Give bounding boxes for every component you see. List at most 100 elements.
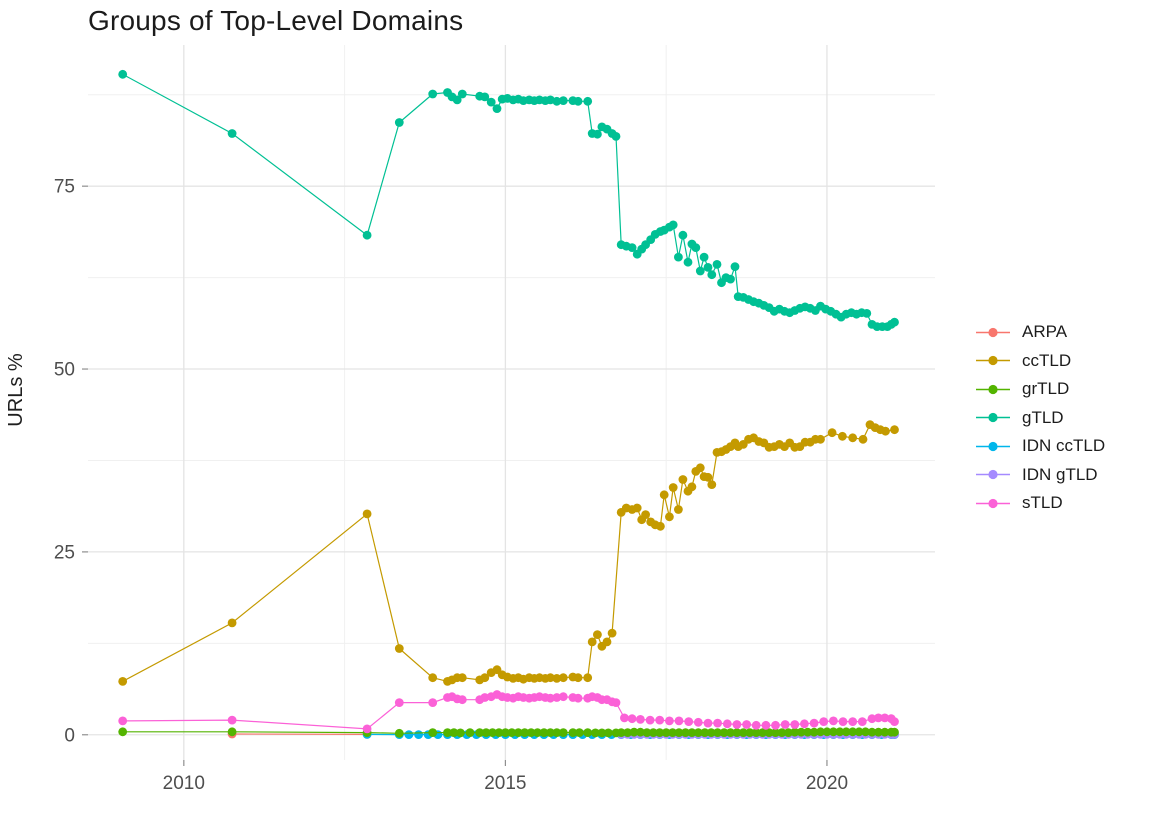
data-point-sTLD bbox=[684, 717, 694, 726]
data-point-sTLD bbox=[703, 718, 713, 728]
data-point-gTLD bbox=[674, 252, 683, 262]
x-tick-label: 2015 bbox=[484, 773, 526, 794]
legend-label: ccTLD bbox=[1022, 350, 1072, 370]
legend-label: gTLD bbox=[1022, 407, 1064, 427]
data-point-gTLD bbox=[452, 95, 462, 105]
y-tick-label: 50 bbox=[54, 360, 75, 381]
data-point-ccTLD bbox=[428, 673, 438, 683]
data-point-ccTLD bbox=[607, 628, 617, 638]
data-point-sTLD bbox=[751, 720, 761, 730]
data-point-grTLD bbox=[854, 727, 864, 737]
data-point-gTLD bbox=[712, 260, 722, 269]
data-point-grTLD bbox=[861, 727, 870, 737]
data-point-grTLD bbox=[880, 727, 890, 737]
legend-key-icon bbox=[976, 356, 1010, 366]
data-point-grTLD bbox=[687, 728, 697, 737]
legend-key-icon bbox=[976, 384, 1010, 394]
legend-key-icon bbox=[976, 441, 1010, 451]
data-point-grTLD bbox=[700, 728, 710, 737]
data-point-grTLD bbox=[488, 728, 497, 737]
data-point-gTLD bbox=[862, 309, 872, 318]
data-point-ccTLD bbox=[656, 521, 665, 531]
data-point-grTLD bbox=[681, 728, 690, 737]
data-point-IDN-ccTLD bbox=[404, 730, 414, 739]
series-line-gTLD bbox=[122, 73, 895, 328]
data-point-sTLD bbox=[573, 693, 583, 703]
data-point-gTLD bbox=[573, 96, 583, 106]
data-point-sTLD bbox=[829, 716, 838, 726]
data-point-sTLD bbox=[848, 717, 858, 726]
data-point-sTLD bbox=[394, 698, 404, 707]
legend-item-IDN-ccTLD: IDN ccTLD bbox=[976, 432, 1105, 461]
data-point-ccTLD bbox=[546, 673, 555, 683]
data-point-grTLD bbox=[475, 728, 485, 737]
data-point-sTLD bbox=[362, 724, 372, 734]
data-point-grTLD bbox=[597, 728, 607, 738]
legend-label: sTLD bbox=[1022, 493, 1063, 513]
data-point-grTLD bbox=[829, 727, 838, 737]
data-point-sTLD bbox=[809, 718, 819, 728]
data-point-ccTLD bbox=[816, 434, 825, 444]
data-point-sTLD bbox=[857, 717, 867, 726]
legend-key-icon bbox=[976, 327, 1010, 337]
data-point-IDN-ccTLD bbox=[414, 730, 423, 739]
x-tick-label: 2020 bbox=[806, 773, 848, 794]
data-point-sTLD bbox=[890, 717, 899, 726]
data-point-gTLD bbox=[593, 129, 602, 139]
data-point-sTLD bbox=[838, 717, 848, 726]
data-point-grTLD bbox=[719, 728, 729, 737]
data-point-gTLD bbox=[695, 266, 705, 276]
y-tick-label: 25 bbox=[54, 542, 75, 563]
data-point-sTLD bbox=[655, 715, 665, 725]
data-point-gTLD bbox=[611, 132, 621, 141]
data-point-sTLD bbox=[227, 715, 237, 725]
data-point-gTLD bbox=[480, 92, 490, 102]
data-point-grTLD bbox=[732, 728, 742, 737]
y-tick-label: 75 bbox=[54, 177, 75, 198]
data-point-grTLD bbox=[738, 728, 748, 737]
data-point-ccTLD bbox=[838, 431, 847, 441]
x-tick-label: 2010 bbox=[163, 773, 205, 794]
data-point-gTLD bbox=[558, 96, 568, 105]
data-point-ccTLD bbox=[583, 673, 593, 683]
data-point-ccTLD bbox=[457, 673, 467, 683]
data-point-grTLD bbox=[745, 728, 755, 737]
data-point-sTLD bbox=[713, 718, 722, 728]
data-point-ccTLD bbox=[707, 480, 717, 489]
data-point-gTLD bbox=[492, 104, 502, 113]
data-point-grTLD bbox=[803, 727, 813, 737]
data-point-grTLD bbox=[809, 727, 819, 737]
data-point-ccTLD bbox=[659, 490, 669, 500]
legend-key-icon bbox=[976, 498, 1010, 508]
legend-item-IDN-gTLD: IDN gTLD bbox=[976, 461, 1105, 490]
data-point-grTLD bbox=[771, 728, 780, 737]
data-point-sTLD bbox=[790, 720, 800, 729]
data-point-grTLD bbox=[848, 727, 858, 737]
data-point-sTLD bbox=[819, 717, 829, 726]
data-point-gTLD bbox=[707, 270, 717, 280]
data-point-sTLD bbox=[118, 716, 128, 726]
data-point-grTLD bbox=[751, 728, 761, 737]
legend-item-ARPA: ARPA bbox=[976, 318, 1105, 347]
data-point-sTLD bbox=[742, 720, 751, 729]
data-point-sTLD bbox=[645, 715, 655, 725]
data-point-sTLD bbox=[627, 714, 637, 724]
data-point-ccTLD bbox=[827, 428, 837, 438]
data-point-grTLD bbox=[513, 728, 523, 737]
data-point-gTLD bbox=[691, 243, 701, 253]
data-point-sTLD bbox=[480, 693, 490, 702]
data-point-sTLD bbox=[867, 714, 877, 724]
data-point-grTLD bbox=[674, 728, 684, 737]
data-point-gTLD bbox=[627, 243, 637, 253]
data-point-ccTLD bbox=[394, 644, 404, 653]
data-point-grTLD bbox=[835, 727, 845, 737]
data-point-grTLD bbox=[568, 728, 578, 737]
legend-item-sTLD: sTLD bbox=[976, 489, 1105, 518]
legend-label: IDN gTLD bbox=[1022, 464, 1098, 484]
data-point-grTLD bbox=[575, 728, 584, 737]
data-point-gTLD bbox=[118, 69, 128, 79]
data-point-gTLD bbox=[699, 252, 709, 262]
data-point-grTLD bbox=[668, 728, 677, 737]
data-point-grTLD bbox=[456, 728, 465, 738]
